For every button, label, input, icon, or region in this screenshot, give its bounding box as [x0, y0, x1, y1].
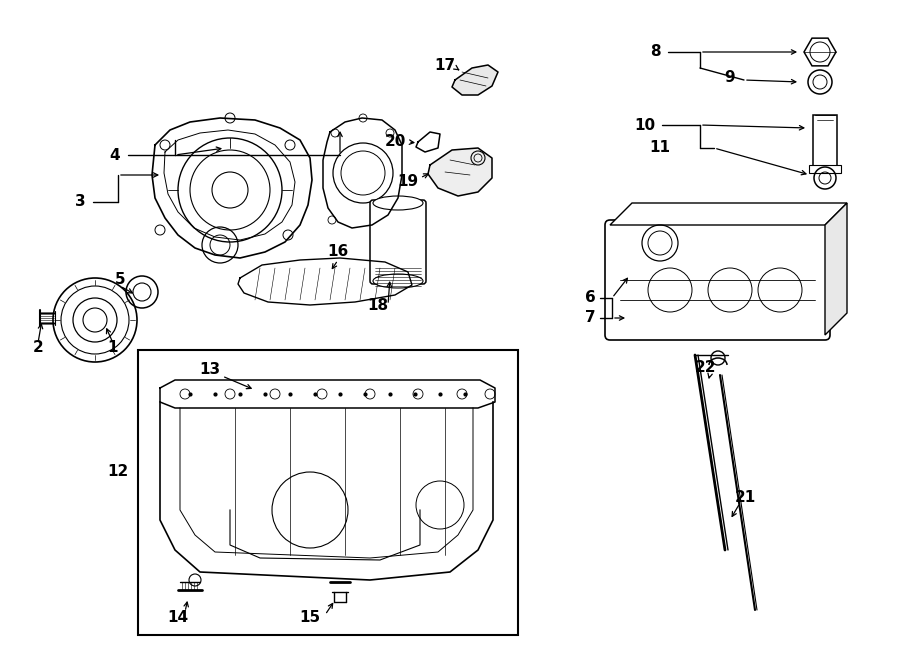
Text: 20: 20: [384, 134, 406, 149]
Text: 16: 16: [328, 245, 348, 260]
Bar: [809, 165, 841, 173]
Text: 9: 9: [724, 71, 735, 85]
Text: 2: 2: [32, 340, 43, 356]
Text: 1: 1: [108, 340, 118, 356]
Bar: [813, 115, 837, 170]
Text: 7: 7: [585, 311, 595, 325]
Text: 10: 10: [634, 118, 655, 132]
Text: 4: 4: [110, 147, 121, 163]
FancyBboxPatch shape: [605, 220, 830, 340]
Text: 6: 6: [585, 290, 596, 305]
Text: 19: 19: [398, 175, 418, 190]
Text: 13: 13: [200, 362, 220, 377]
Text: 12: 12: [107, 465, 129, 479]
Text: 5: 5: [114, 272, 125, 288]
Text: 11: 11: [650, 141, 670, 155]
Polygon shape: [825, 203, 847, 335]
Ellipse shape: [373, 196, 423, 210]
Bar: [138, 350, 518, 635]
Polygon shape: [428, 148, 492, 196]
Text: 14: 14: [167, 611, 189, 625]
Polygon shape: [804, 38, 836, 66]
Text: 15: 15: [300, 611, 320, 625]
Text: 21: 21: [734, 490, 756, 506]
Text: 22: 22: [694, 360, 716, 375]
Ellipse shape: [373, 274, 423, 288]
FancyBboxPatch shape: [370, 200, 426, 284]
Text: 17: 17: [435, 58, 455, 73]
Text: 8: 8: [650, 44, 661, 59]
Polygon shape: [452, 65, 498, 95]
Text: 18: 18: [367, 297, 389, 313]
Polygon shape: [610, 203, 847, 225]
Text: 3: 3: [75, 194, 86, 210]
